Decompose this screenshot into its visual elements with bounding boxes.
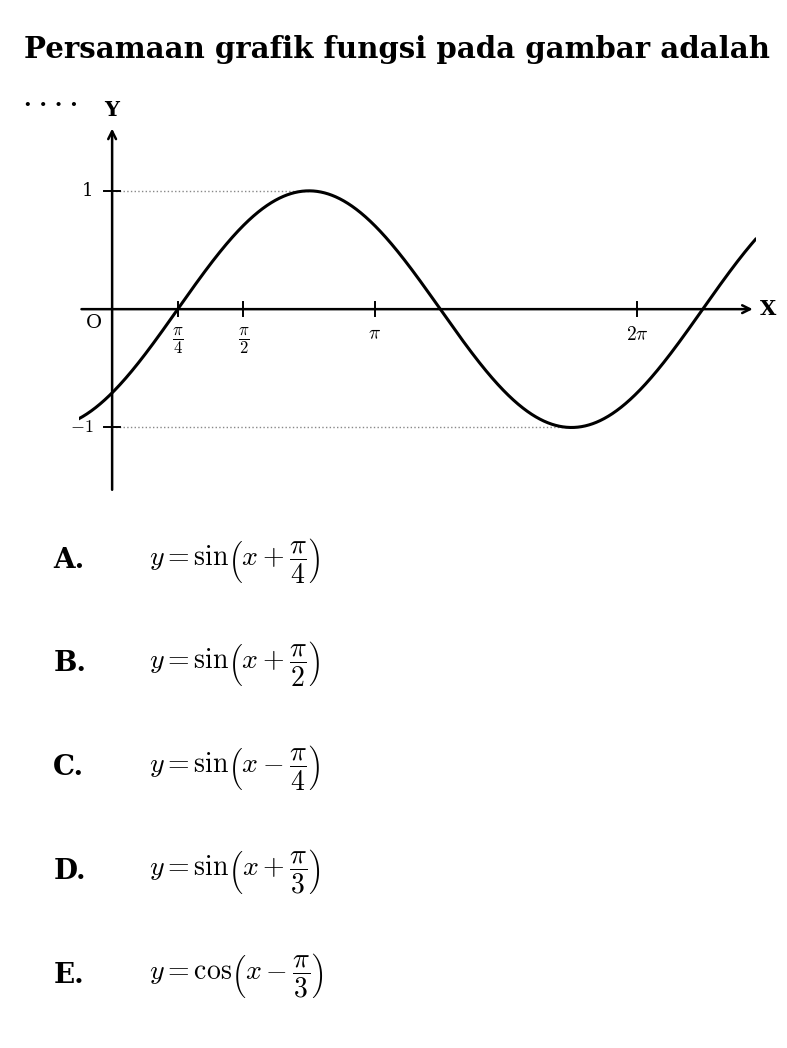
Text: $y = \cos\!\left(x - \dfrac{\pi}{3}\right)$: $y = \cos\!\left(x - \dfrac{\pi}{3}\righ… bbox=[150, 951, 324, 1000]
Text: E.: E. bbox=[54, 962, 84, 988]
Text: X: X bbox=[759, 299, 776, 320]
Text: $2\pi$: $2\pi$ bbox=[626, 326, 648, 344]
Text: $y = \sin\!\left(x + \dfrac{\pi}{4}\right)$: $y = \sin\!\left(x + \dfrac{\pi}{4}\righ… bbox=[150, 536, 320, 585]
Text: D.: D. bbox=[54, 858, 86, 885]
Text: 1: 1 bbox=[82, 182, 94, 200]
Text: $\pi$: $\pi$ bbox=[368, 326, 381, 344]
Text: $y = \sin\!\left(x - \dfrac{\pi}{4}\right)$: $y = \sin\!\left(x - \dfrac{\pi}{4}\righ… bbox=[150, 743, 320, 792]
Text: C.: C. bbox=[54, 755, 84, 781]
Text: $\dfrac{\pi}{4}$: $\dfrac{\pi}{4}$ bbox=[172, 326, 183, 356]
Text: Y: Y bbox=[105, 100, 120, 119]
Text: . . . .: . . . . bbox=[24, 89, 77, 110]
Text: B.: B. bbox=[54, 651, 87, 677]
Text: A.: A. bbox=[54, 547, 84, 573]
Text: $y = \sin\!\left(x + \dfrac{\pi}{3}\right)$: $y = \sin\!\left(x + \dfrac{\pi}{3}\righ… bbox=[150, 847, 321, 896]
Text: $-1$: $-1$ bbox=[70, 418, 94, 436]
Text: $y = \sin\!\left(x + \dfrac{\pi}{2}\right)$: $y = \sin\!\left(x + \dfrac{\pi}{2}\righ… bbox=[150, 639, 320, 689]
Text: Persamaan grafik fungsi pada gambar adalah: Persamaan grafik fungsi pada gambar adal… bbox=[24, 36, 770, 64]
Text: O: O bbox=[86, 314, 102, 332]
Text: $\dfrac{\pi}{2}$: $\dfrac{\pi}{2}$ bbox=[238, 326, 249, 356]
